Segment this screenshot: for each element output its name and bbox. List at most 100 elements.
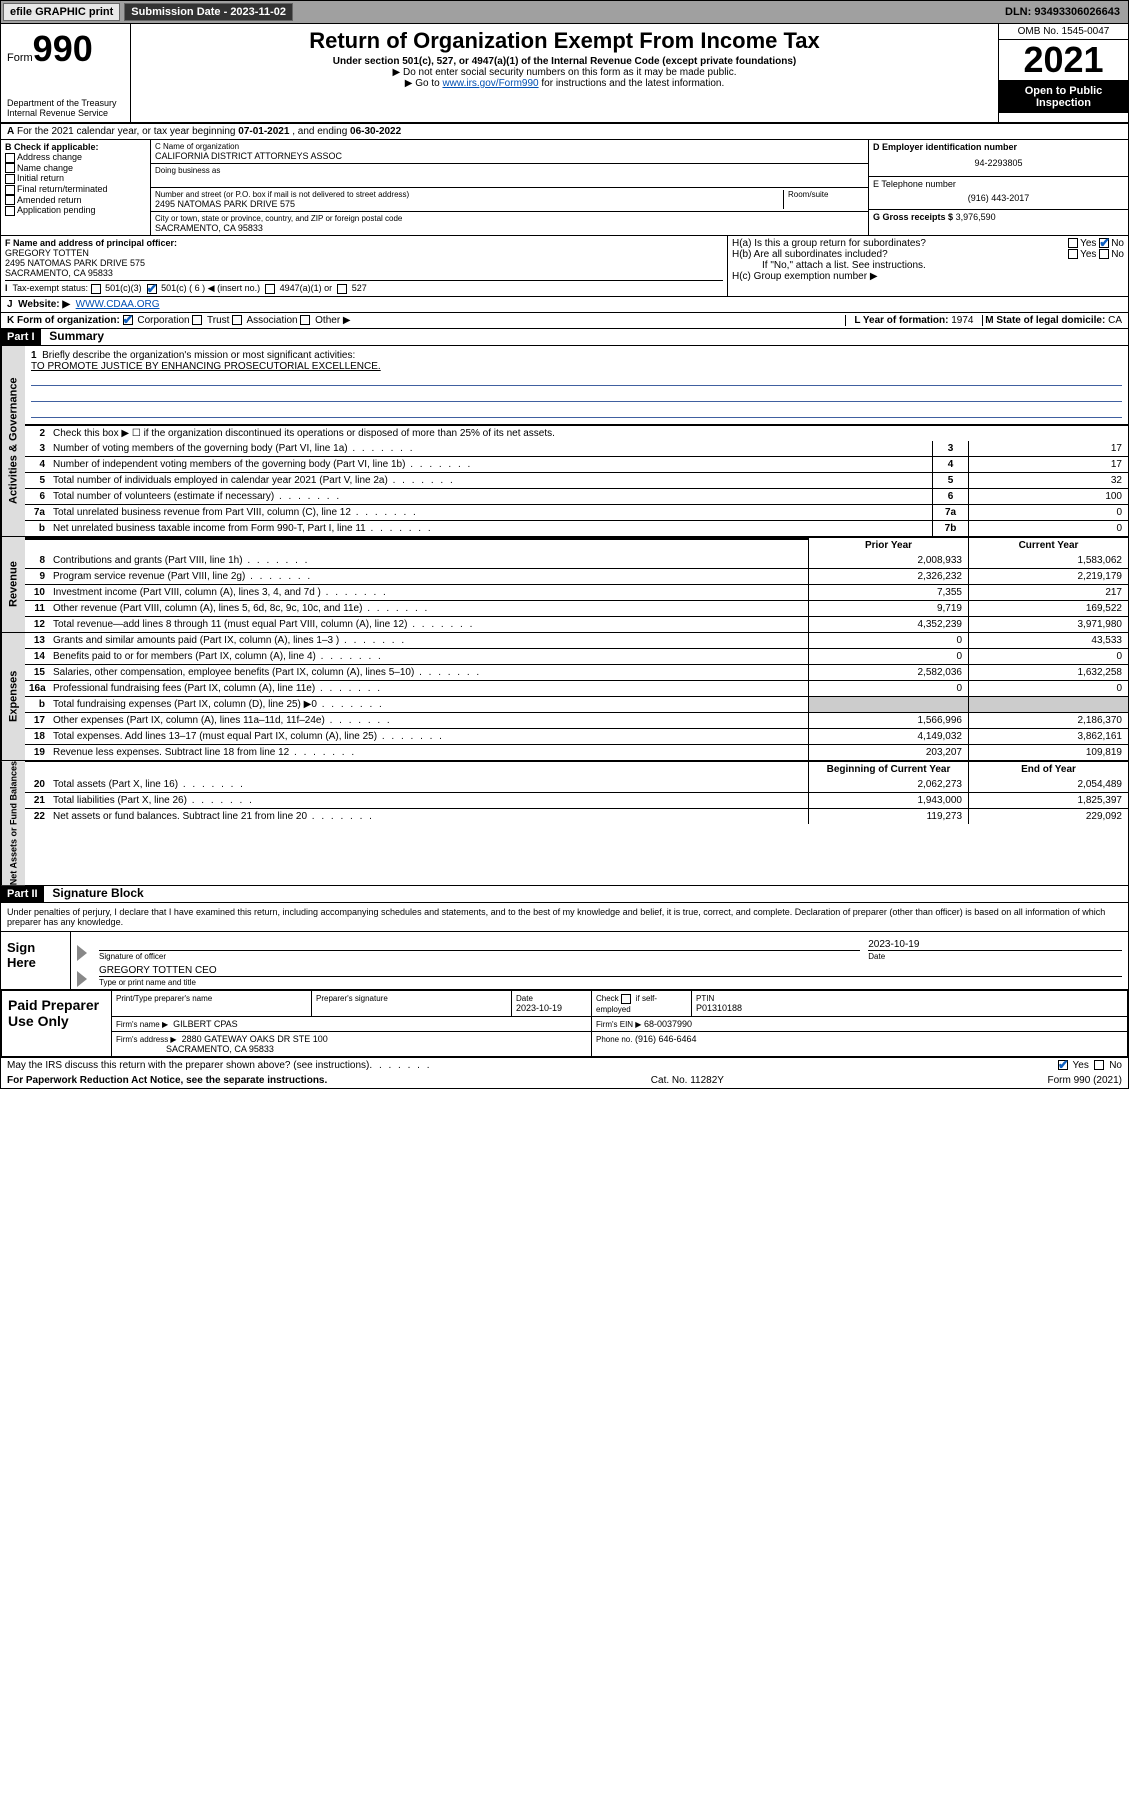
tel-label: E Telephone number	[873, 179, 1124, 189]
line-a: A For the 2021 calendar year, or tax yea…	[1, 124, 1128, 140]
section-fh: F Name and address of principal officer:…	[1, 236, 1128, 297]
ha-label: H(a) Is this a group return for subordin…	[732, 238, 926, 249]
hdr-eoy: End of Year	[968, 762, 1128, 777]
chk-trust[interactable]	[192, 315, 202, 325]
website-link[interactable]: WWW.CDAA.ORG	[76, 299, 160, 310]
cat-no: Cat. No. 11282Y	[651, 1075, 724, 1086]
tax-year: 2021	[999, 40, 1128, 80]
header-right: OMB No. 1545-0047 2021 Open to Public In…	[998, 24, 1128, 122]
chk-corp[interactable]	[123, 315, 133, 325]
hc-label: H(c) Group exemption number ▶	[732, 271, 1124, 282]
chk-discuss-yes[interactable]	[1058, 1060, 1068, 1070]
chk-address-change[interactable]	[5, 153, 15, 163]
chk-amended[interactable]	[5, 195, 15, 205]
form-note-1: ▶ Do not enter social security numbers o…	[137, 67, 992, 78]
submission-date-button[interactable]: Submission Date - 2023-11-02	[124, 3, 293, 21]
tab-net-assets: Net Assets or Fund Balances	[1, 761, 25, 885]
data-row: 21Total liabilities (Part X, line 26)1,9…	[25, 792, 1128, 808]
chk-other[interactable]	[300, 315, 310, 325]
gov-row: 5Total number of individuals employed in…	[25, 472, 1128, 488]
chk-final-return[interactable]	[5, 185, 15, 195]
form-title: Return of Organization Exempt From Incom…	[137, 28, 992, 54]
col-f: F Name and address of principal officer:…	[1, 236, 728, 296]
footer: For Paperwork Reduction Act Notice, see …	[1, 1073, 1128, 1088]
sig-date: 2023-10-19	[868, 939, 1122, 950]
data-row: 12Total revenue—add lines 8 through 11 (…	[25, 616, 1128, 632]
top-toolbar: efile GRAPHIC print Submission Date - 20…	[0, 0, 1129, 24]
paid-preparer-label: Paid Preparer Use Only	[2, 991, 112, 1057]
sig-date-label: Date	[868, 950, 1122, 961]
col-h: H(a) Is this a group return for subordin…	[728, 236, 1128, 296]
b-label: B Check if applicable:	[5, 142, 146, 152]
discuss-row: May the IRS discuss this return with the…	[1, 1057, 1128, 1073]
data-row: bTotal fundraising expenses (Part IX, co…	[25, 696, 1128, 712]
hdr-current: Current Year	[968, 538, 1128, 553]
form-ref: Form 990 (2021)	[1048, 1075, 1122, 1086]
data-row: 9Program service revenue (Part VIII, lin…	[25, 568, 1128, 584]
chk-ha-no[interactable]	[1099, 238, 1109, 248]
officer-name: GREGORY TOTTEN	[5, 248, 723, 258]
pra-notice: For Paperwork Reduction Act Notice, see …	[7, 1075, 327, 1086]
irs-link[interactable]: www.irs.gov/Form990	[442, 78, 538, 89]
data-row: 8Contributions and grants (Part VIII, li…	[25, 553, 1128, 568]
col-c: C Name of organization CALIFORNIA DISTRI…	[151, 140, 868, 235]
state-domicile: CA	[1108, 315, 1122, 326]
chk-4947[interactable]	[265, 284, 275, 294]
sig-name: GREGORY TOTTEN CEO	[99, 965, 1122, 976]
data-row: 15Salaries, other compensation, employee…	[25, 664, 1128, 680]
chk-discuss-no[interactable]	[1094, 1060, 1104, 1070]
chk-501c3[interactable]	[91, 284, 101, 294]
chk-app-pending[interactable]	[5, 206, 15, 216]
data-row: 11Other revenue (Part VIII, column (A), …	[25, 600, 1128, 616]
ein-label: D Employer identification number	[873, 142, 1124, 152]
header-mid: Return of Organization Exempt From Incom…	[131, 24, 998, 122]
ein: 94-2293805	[873, 152, 1124, 174]
form-subtitle: Under section 501(c), 527, or 4947(a)(1)…	[137, 56, 992, 67]
gov-row: 6Total number of volunteers (estimate if…	[25, 488, 1128, 504]
firm-addr2: SACRAMENTO, CA 95833	[166, 1044, 274, 1054]
chk-hb-yes[interactable]	[1068, 249, 1078, 259]
officer-addr1: 2495 NATOMAS PARK DRIVE 575	[5, 258, 723, 268]
chk-initial-return[interactable]	[5, 174, 15, 184]
form-header: Form990 Department of the Treasury Inter…	[1, 24, 1128, 124]
part1-header: Part I Summary	[1, 329, 1128, 346]
f-label: F Name and address of principal officer:	[5, 238, 723, 248]
data-row: 10Investment income (Part VIII, column (…	[25, 584, 1128, 600]
efile-button[interactable]: efile GRAPHIC print	[3, 3, 120, 21]
room-label: Room/suite	[788, 190, 864, 199]
chk-527[interactable]	[337, 284, 347, 294]
data-row: 19Revenue less expenses. Subtract line 1…	[25, 744, 1128, 760]
gov-row: 3Number of voting members of the governi…	[25, 441, 1128, 456]
sig-arrow-icon-2	[77, 971, 87, 987]
section-expenses: Expenses 13Grants and similar amounts pa…	[1, 633, 1128, 761]
line-k: K Form of organization: Corporation Trus…	[1, 313, 1128, 329]
section-governance: Activities & Governance 1 Briefly descri…	[1, 346, 1128, 537]
dba-label: Doing business as	[155, 166, 864, 175]
tab-revenue: Revenue	[1, 537, 25, 632]
paid-preparer-table: Paid Preparer Use Only Print/Type prepar…	[1, 990, 1128, 1057]
hb-note: If "No," attach a list. See instructions…	[732, 260, 1124, 271]
prep-date: 2023-10-19	[516, 1003, 562, 1013]
chk-assoc[interactable]	[232, 315, 242, 325]
sig-arrow-icon	[77, 945, 87, 961]
chk-hb-no[interactable]	[1099, 249, 1109, 259]
form-page: Form990 Department of the Treasury Inter…	[0, 24, 1129, 1089]
officer-addr2: SACRAMENTO, CA 95833	[5, 268, 723, 278]
hdr-prior: Prior Year	[808, 538, 968, 553]
chk-ha-yes[interactable]	[1068, 238, 1078, 248]
year-formation: 1974	[951, 315, 973, 326]
header-left: Form990 Department of the Treasury Inter…	[1, 24, 131, 122]
chk-name-change[interactable]	[5, 163, 15, 173]
tel: (916) 443-2017	[873, 189, 1124, 207]
firm-name: GILBERT CPAS	[173, 1019, 238, 1029]
inspection-label: Open to Public Inspection	[999, 80, 1128, 113]
sig-officer-label: Signature of officer	[99, 950, 860, 961]
ptin: P01310188	[696, 1003, 742, 1013]
data-row: 20Total assets (Part X, line 16)2,062,27…	[25, 777, 1128, 792]
gross-label: G Gross receipts $	[873, 212, 953, 222]
section-net-assets: Net Assets or Fund Balances Beginning of…	[1, 761, 1128, 886]
chk-self-employed[interactable]	[621, 994, 631, 1004]
chk-501c[interactable]	[147, 284, 157, 294]
sig-name-label: Type or print name and title	[99, 976, 1122, 987]
data-row: 13Grants and similar amounts paid (Part …	[25, 633, 1128, 648]
